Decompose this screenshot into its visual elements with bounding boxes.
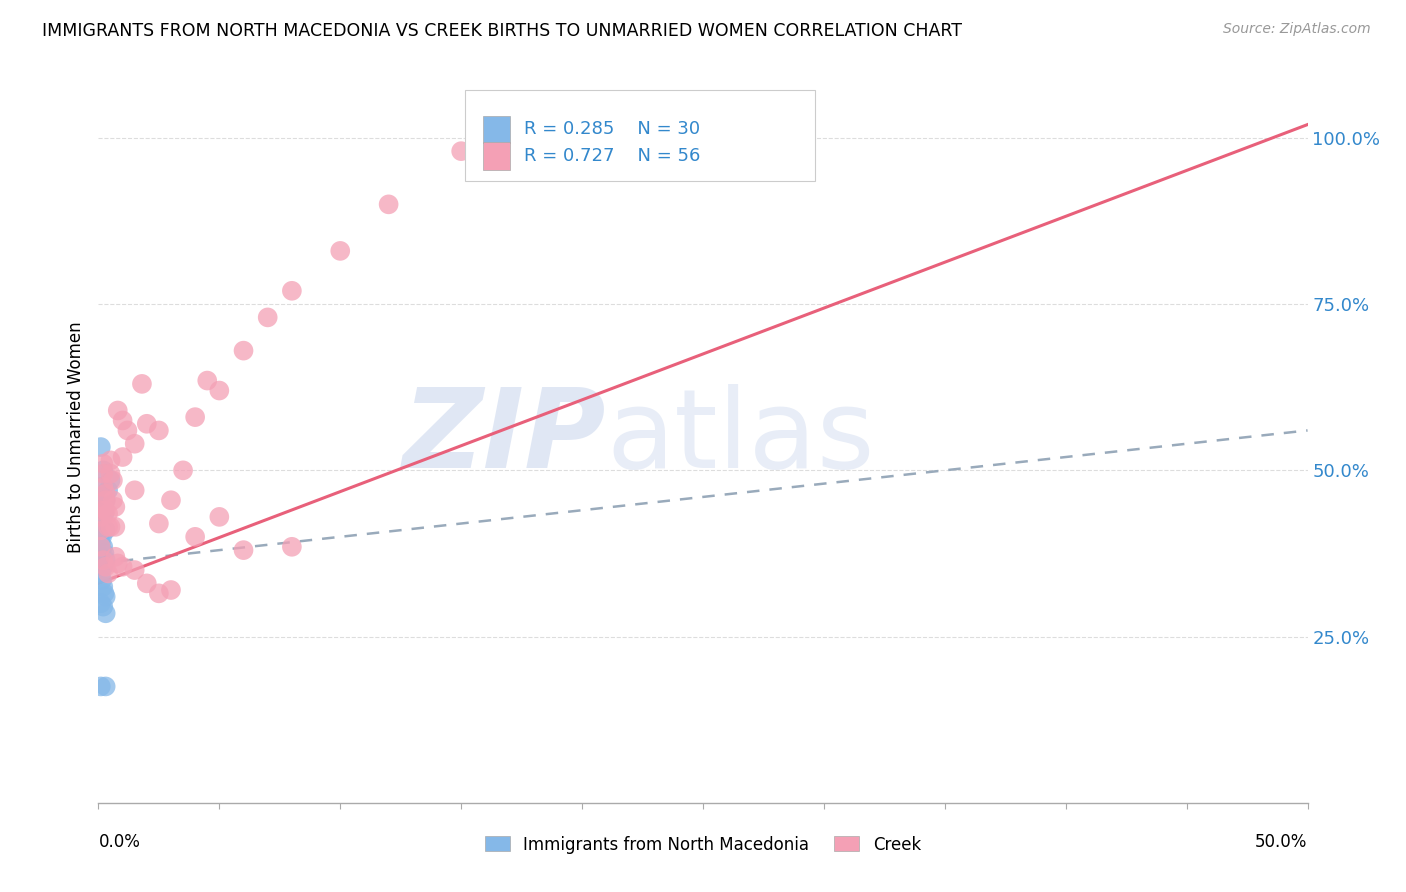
Point — [90, 680, 112, 694]
Point — [111, 413, 134, 427]
Point — [100, 467, 122, 481]
Point — [195, 374, 218, 388]
Point — [232, 543, 254, 558]
Point — [91, 523, 114, 537]
Point — [94, 607, 117, 621]
Point — [91, 559, 114, 574]
Point — [94, 523, 117, 537]
Point — [160, 582, 183, 597]
Point — [93, 507, 115, 521]
Point — [523, 118, 546, 132]
Point — [90, 566, 112, 581]
Point — [91, 540, 114, 554]
Point — [571, 118, 593, 132]
FancyBboxPatch shape — [482, 143, 509, 170]
Point — [135, 576, 157, 591]
Point — [93, 586, 115, 600]
Point — [101, 473, 124, 487]
Point — [100, 520, 122, 534]
Point — [91, 480, 114, 494]
Point — [94, 486, 117, 500]
Point — [377, 197, 399, 211]
Point — [107, 557, 129, 571]
Text: R = 0.285    N = 30: R = 0.285 N = 30 — [524, 120, 700, 138]
Y-axis label: Births to Unmarried Women: Births to Unmarried Women — [66, 321, 84, 553]
Text: 0.0%: 0.0% — [98, 833, 141, 851]
Text: 50.0%: 50.0% — [1256, 833, 1308, 851]
Point — [90, 480, 112, 494]
Point — [97, 507, 120, 521]
Point — [90, 500, 112, 514]
Point — [111, 559, 134, 574]
Text: Source: ZipAtlas.com: Source: ZipAtlas.com — [1223, 22, 1371, 37]
Point — [256, 310, 278, 325]
Point — [91, 553, 114, 567]
Point — [90, 523, 112, 537]
Point — [208, 384, 231, 398]
Point — [172, 463, 194, 477]
Point — [94, 493, 117, 508]
Point — [94, 503, 117, 517]
Point — [184, 530, 207, 544]
Text: IMMIGRANTS FROM NORTH MACEDONIA VS CREEK BIRTHS TO UNMARRIED WOMEN CORRELATION C: IMMIGRANTS FROM NORTH MACEDONIA VS CREEK… — [42, 22, 962, 40]
Text: atlas: atlas — [606, 384, 875, 491]
Point — [91, 490, 114, 504]
Point — [90, 520, 112, 534]
Point — [90, 596, 112, 610]
Point — [97, 566, 120, 581]
Point — [90, 536, 112, 550]
Point — [160, 493, 183, 508]
Point — [94, 493, 117, 508]
Point — [91, 599, 114, 614]
Point — [90, 440, 112, 454]
Point — [329, 244, 352, 258]
Point — [148, 516, 170, 531]
Point — [91, 467, 114, 481]
Point — [94, 559, 117, 574]
Point — [208, 509, 231, 524]
Point — [97, 520, 120, 534]
Point — [117, 424, 139, 438]
Point — [124, 483, 146, 498]
Point — [104, 500, 127, 514]
Point — [184, 410, 207, 425]
FancyBboxPatch shape — [482, 116, 509, 144]
Point — [131, 376, 153, 391]
Point — [100, 453, 122, 467]
Point — [94, 553, 117, 567]
Text: R = 0.727    N = 56: R = 0.727 N = 56 — [524, 147, 700, 165]
Point — [450, 144, 472, 158]
Point — [90, 503, 112, 517]
Point — [91, 573, 114, 587]
Point — [94, 680, 117, 694]
Point — [90, 509, 112, 524]
Text: ZIP: ZIP — [402, 384, 606, 491]
Point — [91, 457, 114, 471]
Point — [91, 580, 114, 594]
Point — [100, 473, 122, 487]
Point — [97, 483, 120, 498]
Point — [281, 540, 304, 554]
Point — [91, 503, 114, 517]
FancyBboxPatch shape — [465, 90, 815, 181]
Point — [281, 284, 304, 298]
Point — [101, 493, 124, 508]
Legend: Immigrants from North Macedonia, Creek: Immigrants from North Macedonia, Creek — [478, 829, 928, 860]
Point — [124, 436, 146, 450]
Point — [148, 424, 170, 438]
Point — [135, 417, 157, 431]
Point — [104, 520, 127, 534]
Point — [91, 463, 114, 477]
Point — [93, 546, 115, 560]
Point — [90, 540, 112, 554]
Point — [124, 563, 146, 577]
Point — [148, 586, 170, 600]
Point — [111, 450, 134, 464]
Point — [91, 530, 114, 544]
Point — [107, 403, 129, 417]
Point — [232, 343, 254, 358]
Point — [90, 549, 112, 564]
Point — [94, 590, 117, 604]
Point — [104, 549, 127, 564]
